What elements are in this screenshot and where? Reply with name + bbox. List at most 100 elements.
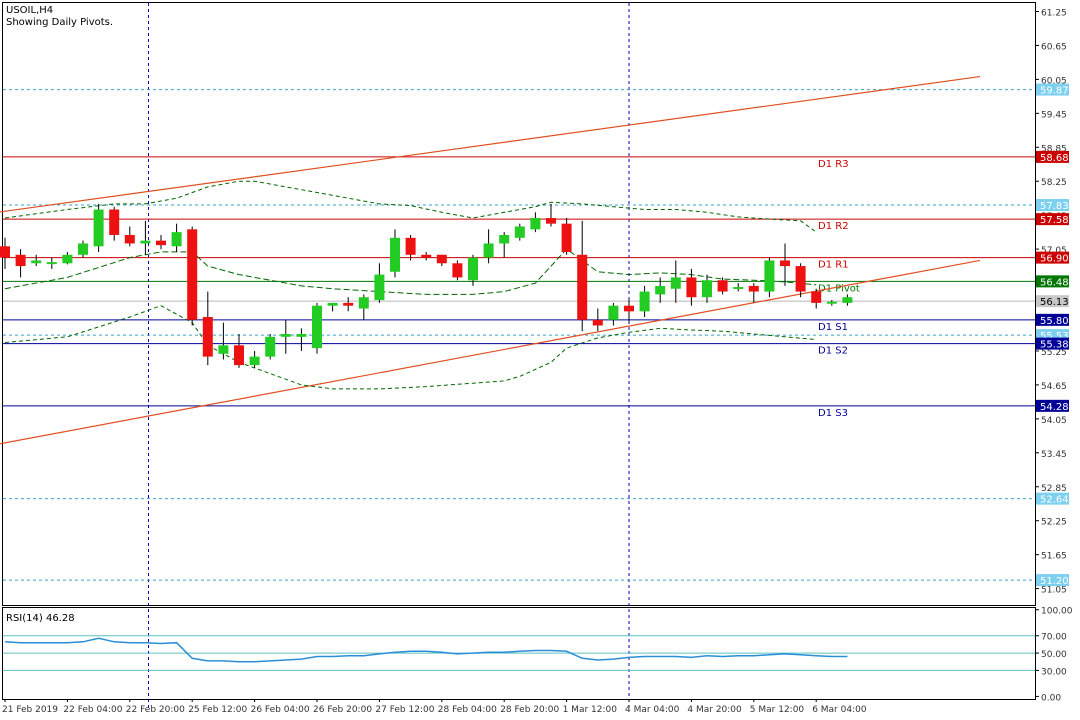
candle bbox=[686, 268, 697, 306]
y-axis-tick-label: 52.85 bbox=[1041, 484, 1067, 494]
candle-body bbox=[421, 254, 432, 258]
candle-body bbox=[655, 285, 666, 295]
candle bbox=[826, 300, 837, 306]
y-axis-tick-label: 53.45 bbox=[1041, 450, 1067, 460]
candle-body bbox=[452, 263, 463, 278]
candle bbox=[327, 302, 338, 312]
rsi-label: RSI(14) 46.28 bbox=[6, 613, 75, 624]
candle bbox=[202, 291, 213, 366]
candle bbox=[624, 300, 634, 323]
candle bbox=[140, 220, 151, 255]
candle bbox=[748, 283, 759, 303]
candle bbox=[577, 220, 588, 332]
horizontal-levels: D1 R3 D1 R2 D1 R1 D1 Pivot D1 S1 D1 S2 D1 S3 bbox=[3, 89, 1035, 581]
rsi-axis-tick-label: 0.00 bbox=[1041, 693, 1061, 703]
candle-body bbox=[218, 345, 229, 354]
candle bbox=[234, 333, 244, 368]
y-axis-tick-label: 59.45 bbox=[1041, 110, 1067, 120]
dotted-level-price-tag bbox=[1036, 574, 1069, 587]
candle bbox=[46, 257, 57, 269]
candle bbox=[795, 263, 806, 298]
candle bbox=[514, 223, 525, 241]
candle bbox=[499, 232, 510, 258]
candle bbox=[530, 212, 541, 233]
candle-body bbox=[483, 243, 494, 258]
y-axis-tick-label: 54.65 bbox=[1041, 382, 1067, 392]
candle bbox=[109, 206, 120, 241]
candle-body bbox=[390, 237, 400, 272]
candle bbox=[187, 226, 198, 326]
y-axis-tick-label: 61.25 bbox=[1041, 8, 1067, 18]
candle-body bbox=[826, 301, 837, 304]
candle bbox=[608, 302, 619, 326]
candle-body bbox=[748, 285, 759, 292]
y-axis-tick-label: 52.25 bbox=[1041, 518, 1067, 528]
x-axis-tick-label: 28 Feb 20:00 bbox=[500, 705, 559, 715]
pivot-level-price-tag bbox=[1036, 337, 1069, 350]
pivot-level-label: D1 S1 bbox=[818, 322, 848, 333]
y-axis-tick-label: 55.25 bbox=[1041, 348, 1067, 358]
candle bbox=[842, 294, 853, 306]
candle-body bbox=[31, 260, 42, 264]
candle-body bbox=[530, 218, 541, 230]
pivot-level-label: D1 R3 bbox=[818, 159, 849, 170]
candle bbox=[592, 308, 603, 332]
dotted-level-price-tag-label: 57.83 bbox=[1040, 201, 1069, 212]
candle bbox=[436, 254, 447, 267]
y-axis-tick-label: 58.85 bbox=[1041, 144, 1067, 154]
pivot-level-price-tag bbox=[1036, 313, 1069, 326]
candle bbox=[639, 285, 650, 318]
chart-symbol-title: USOIL,H4 bbox=[6, 5, 53, 16]
candle-body bbox=[468, 257, 478, 281]
pivot-level-price-tag-label: 55.38 bbox=[1040, 340, 1069, 351]
candle bbox=[0, 237, 10, 269]
candle bbox=[312, 302, 322, 354]
candle bbox=[93, 203, 104, 252]
candle-body bbox=[327, 302, 338, 306]
pivot-level-label: D1 Pivot bbox=[818, 283, 860, 294]
candle bbox=[343, 297, 354, 312]
dotted-level-price-tag-label: 55.53 bbox=[1040, 331, 1069, 342]
candle bbox=[296, 328, 307, 351]
rsi-axis-tick-label: 70.00 bbox=[1041, 633, 1067, 643]
candle bbox=[15, 249, 26, 278]
y-axis-tick-label: 51.65 bbox=[1041, 552, 1067, 562]
pivot-level-price-tag bbox=[1036, 251, 1069, 264]
pivot-level-label: D1 R1 bbox=[818, 260, 849, 271]
candle-body bbox=[561, 223, 572, 252]
y-axis-tick-label: 57.05 bbox=[1041, 246, 1067, 256]
candle-body bbox=[280, 333, 291, 337]
candle bbox=[249, 350, 260, 368]
candle-body bbox=[717, 280, 728, 292]
candle bbox=[390, 229, 400, 278]
candle-body bbox=[608, 305, 619, 320]
pivot-level-label: D1 S2 bbox=[818, 346, 848, 357]
candlesticks bbox=[0, 203, 853, 368]
candle bbox=[811, 288, 822, 309]
x-axis-tick-label: 1 Mar 12:00 bbox=[563, 705, 618, 715]
candle-body bbox=[156, 240, 166, 246]
pivot-level-price-tag-label: 55.80 bbox=[1040, 316, 1069, 327]
x-axis-tick-label: 5 Mar 12:00 bbox=[750, 705, 805, 715]
pivot-level-price-tag bbox=[1036, 150, 1069, 163]
dotted-level-price-tag-label: 52.64 bbox=[1040, 495, 1069, 506]
candle-body bbox=[686, 277, 697, 298]
candle-body bbox=[46, 262, 57, 265]
candle-body bbox=[265, 336, 276, 357]
candle-body bbox=[811, 291, 822, 303]
current-price-tag-label: 56.13 bbox=[1040, 297, 1069, 308]
period-separators bbox=[148, 3, 630, 711]
candle bbox=[764, 257, 775, 298]
candle bbox=[468, 254, 478, 286]
candle-body bbox=[171, 232, 182, 247]
candle bbox=[124, 226, 135, 247]
candle-body bbox=[436, 254, 447, 264]
candle bbox=[62, 251, 73, 265]
candle-body bbox=[514, 226, 525, 238]
candle bbox=[156, 234, 166, 250]
candle bbox=[780, 243, 790, 286]
x-axis-tick-label: 26 Feb 20:00 bbox=[313, 705, 372, 715]
candle bbox=[483, 229, 494, 264]
candle-body bbox=[312, 305, 322, 349]
candle-body bbox=[140, 240, 151, 244]
